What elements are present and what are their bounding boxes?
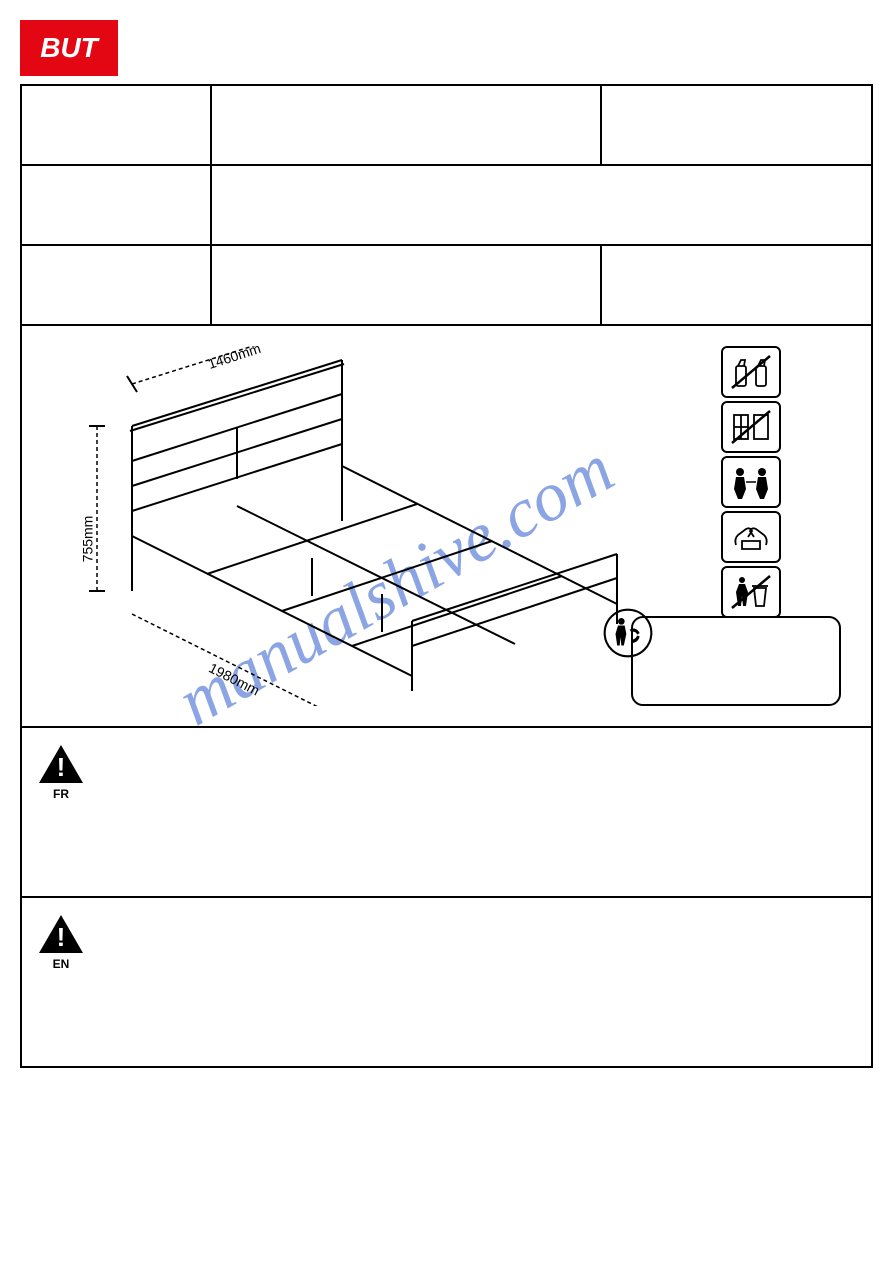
cell-3-2 [211,245,601,325]
dimension-height: 755mm [79,516,95,563]
warning-triangle-icon: ! [37,743,85,785]
no-cleaning-products-icon [721,346,781,398]
cell-1-2 [211,85,601,165]
bed-diagram [72,346,632,706]
cell-1-3 [601,85,872,165]
svg-text:!: ! [57,752,66,782]
icon-column [721,346,781,618]
no-window-proximity-icon [721,401,781,453]
warning-en-row: ! EN [20,898,873,1068]
handle-with-care-icon [721,511,781,563]
warning-badge-en: ! EN [37,913,85,971]
cell-2-2 [211,165,872,245]
logo-text: BUT [40,32,98,64]
cell-3-3 [601,245,872,325]
cell-1-1 [21,85,211,165]
warning-fr-row: ! FR [20,728,873,898]
page-container: BUT manualshive.com [20,20,873,1068]
table-row [21,165,872,245]
recycling-symbol-icon [603,608,653,658]
info-table: manualshive.com [20,84,873,728]
cell-3-1 [21,245,211,325]
do-not-dispose-icon [721,566,781,618]
diagram-cell: manualshive.com [21,325,872,727]
diagram-area: manualshive.com [32,336,861,716]
cell-2-1 [21,165,211,245]
table-row [21,245,872,325]
warning-badge-fr: ! FR [37,743,85,801]
table-row [21,85,872,165]
lang-label-en: EN [53,957,70,971]
recycling-box [631,616,841,706]
warning-triangle-icon: ! [37,913,85,955]
diagram-row: manualshive.com [21,325,872,727]
lang-label-fr: FR [53,787,69,801]
brand-logo: BUT [20,20,118,76]
two-person-assembly-icon [721,456,781,508]
svg-text:!: ! [57,922,66,952]
